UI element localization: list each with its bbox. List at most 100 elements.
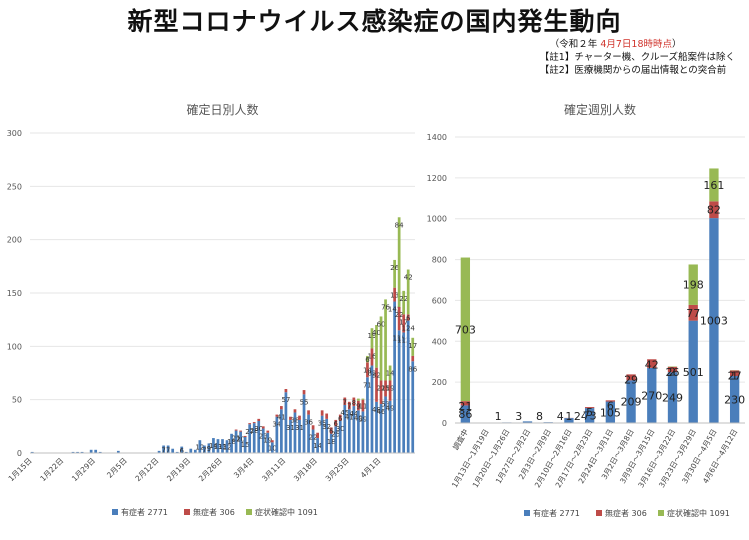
daily-data-label: 113 <box>397 336 410 344</box>
daily-bar-symptomatic <box>361 411 365 453</box>
daily-bar-symptomatic <box>397 330 401 453</box>
weekly-data-label: 8 <box>536 410 543 423</box>
daily-data-label: 27 <box>245 428 254 436</box>
daily-data-label: 12 <box>195 444 204 452</box>
daily-x-tick-label: 2月19日 <box>165 456 192 483</box>
daily-bar-confirming <box>357 398 360 401</box>
daily-data-label: 19 <box>368 332 377 340</box>
daily-data-label: 30 <box>254 425 263 433</box>
daily-bar-asymptomatic <box>366 362 369 378</box>
daily-bar-asymptomatic <box>252 422 256 424</box>
daily-data-label: 55 <box>300 398 309 406</box>
daily-bar-symptomatic <box>239 431 242 453</box>
daily-data-label: 6 <box>365 356 370 364</box>
weekly-bar-symptomatic <box>605 401 616 423</box>
daily-data-label: 6 <box>338 415 343 423</box>
weekly-y-tick-label: 1400 <box>427 133 447 142</box>
daily-bar-asymptomatic <box>370 348 374 366</box>
daily-bar-confirming <box>397 217 401 307</box>
weekly-bar-asymptomatic <box>584 407 595 409</box>
daily-data-label: 26 <box>390 264 399 272</box>
weekly-y-tick-label: 200 <box>432 378 447 387</box>
weekly-bar-asymptomatic <box>626 374 636 381</box>
daily-legend-swatch-confirming <box>246 509 252 515</box>
weekly-y-tick-label: 600 <box>432 296 447 305</box>
daily-data-label: 6 <box>329 428 334 436</box>
daily-bar-asymptomatic <box>270 440 274 443</box>
daily-data-label: 115 <box>392 334 405 342</box>
daily-data-label: 7 <box>343 398 347 406</box>
daily-bar-asymptomatic <box>239 430 242 432</box>
daily-y-tick-label: 100 <box>7 342 22 351</box>
daily-bar-symptomatic <box>275 416 279 453</box>
daily-bar-asymptomatic <box>293 409 297 413</box>
weekly-legend-label-symptomatic: 有症者 2771 <box>533 508 580 518</box>
daily-bar-symptomatic <box>334 426 338 453</box>
daily-bar-symptomatic <box>370 365 374 453</box>
daily-bar-asymptomatic <box>402 314 406 333</box>
daily-bar-symptomatic <box>384 396 387 453</box>
daily-bar-symptomatic <box>402 332 406 453</box>
daily-data-label: 23 <box>259 432 268 440</box>
daily-data-label: 6 <box>180 447 185 455</box>
daily-bar-symptomatic <box>393 301 396 453</box>
daily-bar-symptomatic <box>293 412 297 453</box>
weekly-bar-asymptomatic <box>647 359 657 368</box>
daily-bar-symptomatic <box>266 432 270 453</box>
daily-data-label: 8 <box>352 399 356 407</box>
weekly-data-label: 2 <box>669 365 676 378</box>
daily-data-label: 86 <box>408 365 417 373</box>
daily-data-label: 49 <box>386 405 395 413</box>
daily-bar-confirming <box>361 398 365 400</box>
weekly-y-tick-label: 0 <box>442 419 447 428</box>
daily-legend-swatch-asymptomatic <box>184 509 190 515</box>
weekly-data-label: 161 <box>703 179 724 192</box>
daily-bar-symptomatic <box>379 403 383 453</box>
daily-data-label: 9 <box>207 445 211 453</box>
daily-x-tick-label: 3月18日 <box>292 456 319 483</box>
daily-bar-symptomatic <box>207 443 211 453</box>
daily-data-label: 12 <box>223 444 232 452</box>
weekly-data-label: 1 <box>565 410 572 423</box>
daily-data-label: 32 <box>322 423 331 431</box>
daily-bar-symptomatic <box>184 451 188 453</box>
daily-data-label: 84 <box>395 221 404 229</box>
asof-open: （令和２年 <box>549 39 601 50</box>
daily-data-label: 13 <box>218 443 227 451</box>
daily-bar-symptomatic <box>375 401 378 453</box>
daily-data-label: 60 <box>377 320 386 328</box>
weekly-bar-asymptomatic <box>667 366 678 373</box>
daily-bar-asymptomatic <box>361 399 365 412</box>
daily-bar-asymptomatic <box>406 314 410 321</box>
weekly-data-label: 77 <box>686 307 700 320</box>
daily-bar-symptomatic <box>221 439 224 453</box>
daily-data-label: 19 <box>263 437 272 445</box>
daily-bar-symptomatic <box>76 451 79 453</box>
daily-bar-asymptomatic <box>307 410 310 415</box>
daily-x-tick-label: 2月5日 <box>105 456 129 480</box>
daily-bar-asymptomatic <box>411 355 415 362</box>
daily-bar-symptomatic <box>388 400 392 453</box>
daily-data-label: 39 <box>358 415 367 423</box>
weekly-bar-symptomatic <box>667 372 678 423</box>
daily-legend-label-asymptomatic: 無症者 306 <box>193 507 235 517</box>
daily-data-label: 7 <box>166 446 170 454</box>
daily-bar-confirming <box>388 365 392 381</box>
daily-data-label: 35 <box>318 420 327 428</box>
weekly-bar-asymptomatic <box>460 401 471 406</box>
daily-x-tick-label: 2月12日 <box>133 456 160 483</box>
daily-data-label: 22 <box>309 434 318 442</box>
daily-data-label: 19 <box>386 384 395 392</box>
weekly-data-label: 703 <box>455 323 476 336</box>
daily-data-label: 82 <box>368 370 377 378</box>
weekly-data-label: 105 <box>600 406 621 419</box>
weekly-y-tick-label: 400 <box>432 337 447 346</box>
daily-data-label: 46 <box>377 408 386 416</box>
weekly-data-label: 230 <box>724 394 745 407</box>
daily-bar-symptomatic <box>225 440 229 453</box>
page-title: 新型コロナウイルス感染症の国内発生動向 <box>127 7 622 36</box>
daily-bar-symptomatic <box>325 418 329 453</box>
daily-data-label: 15 <box>381 384 390 392</box>
weekly-data-label: 1 <box>495 410 502 423</box>
daily-y-tick-label: 300 <box>7 129 22 138</box>
